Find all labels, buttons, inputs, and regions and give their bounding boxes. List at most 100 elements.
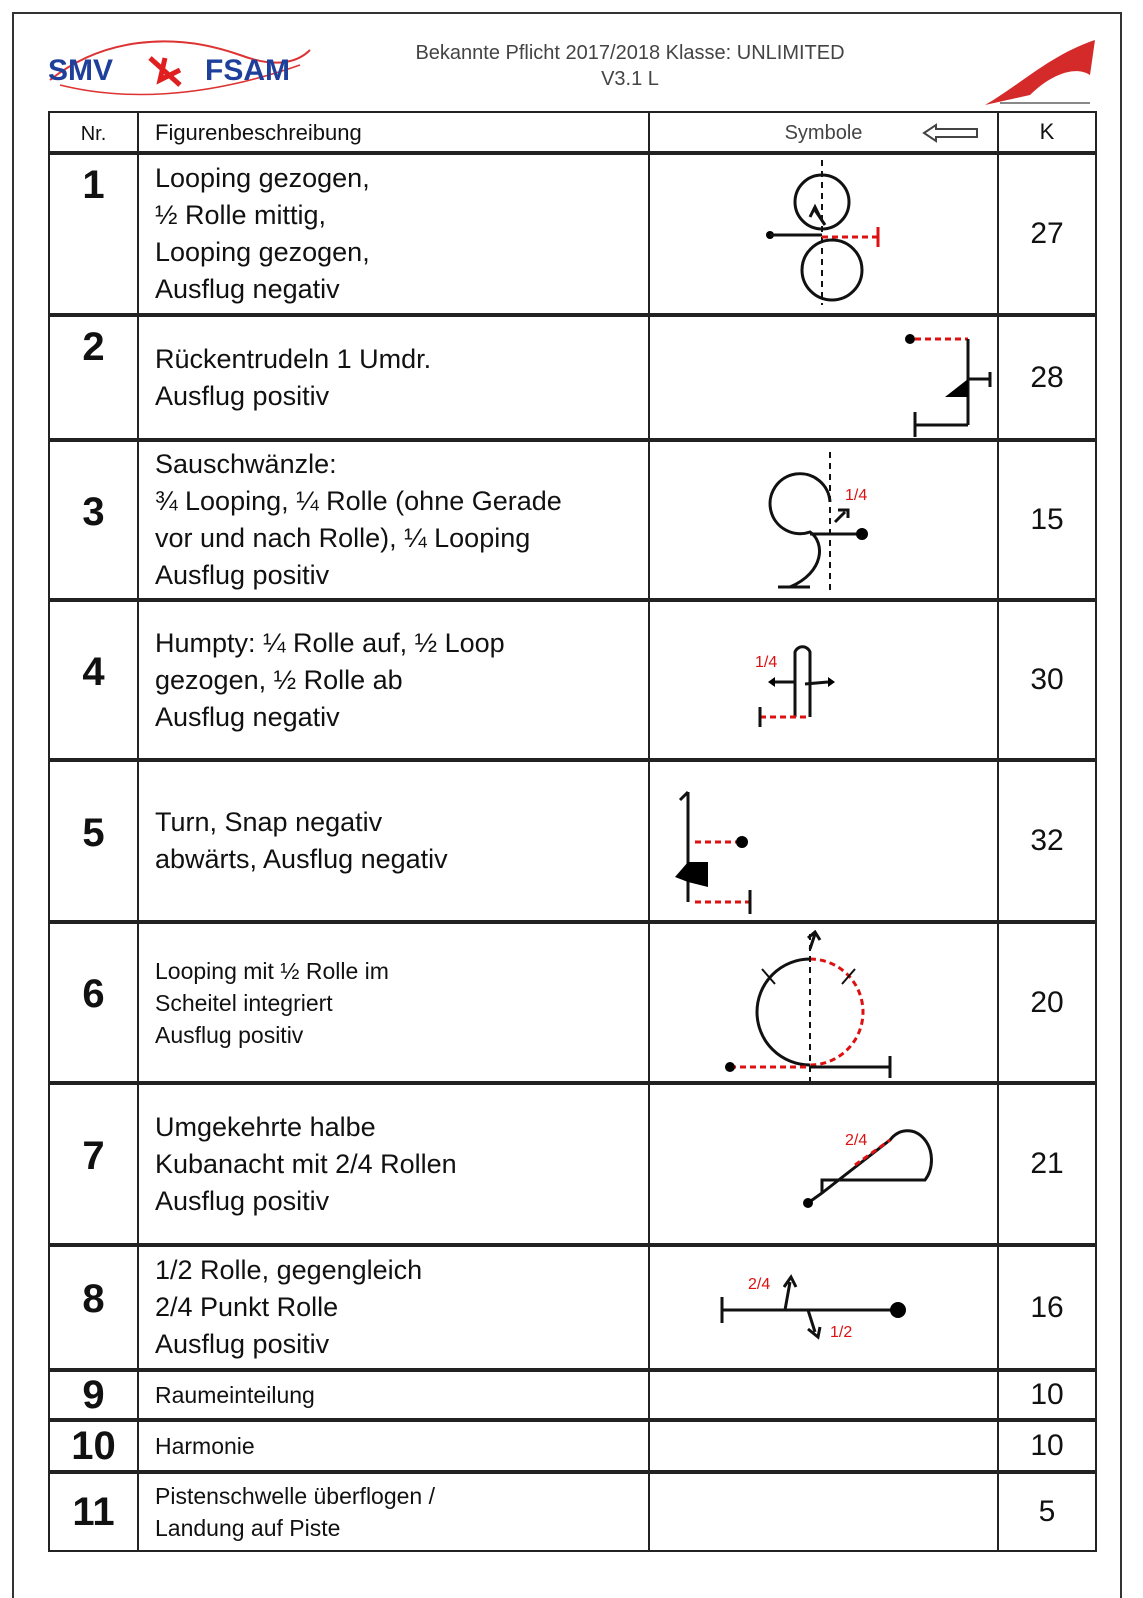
- description-line: Looping mit ½ Rolle im: [155, 957, 389, 984]
- k-factor: 32: [1030, 824, 1064, 857]
- description-line: abwärts, Ausflug negativ: [155, 844, 448, 874]
- figure-symbol: [650, 1422, 999, 1470]
- description-line: Looping gezogen,: [155, 237, 370, 267]
- figure-row: 11 Pistenschwelle überflogen / Landung auf…: [48, 1472, 1097, 1552]
- doc-version: V3.1 L: [601, 68, 659, 90]
- k-factor: 21: [1030, 1147, 1064, 1180]
- figure-symbol: [650, 1474, 999, 1550]
- figure-number: 1: [50, 155, 139, 313]
- figure-number: 2: [50, 317, 139, 438]
- aerobatic-figure: 2/4 1/2: [720, 1274, 906, 1341]
- figure-number: 7: [50, 1085, 139, 1243]
- k-factor: 27: [1030, 217, 1064, 250]
- figure-description: Umgekehrte halbe Kubanacht mit 2/4 Rollen…: [139, 1085, 650, 1243]
- description-line: Sauschwänzle:: [155, 449, 337, 479]
- description-line: Ausflug positiv: [155, 1329, 330, 1359]
- description-line: Turn, Snap negativ: [155, 807, 383, 837]
- symbol-label: 1/4: [845, 487, 867, 504]
- description-line: Ausflug negativ: [155, 701, 340, 732]
- figure-row: 2 Rückentrudeln 1 Umdr. Ausflug positiv 28: [48, 315, 1097, 440]
- figure-symbol: [650, 317, 999, 438]
- figure-description: Humpty: ¼ Rolle auf, ½ Loop gezogen, ½ Ro…: [139, 602, 650, 758]
- figure-description: Rückentrudeln 1 Umdr. Ausflug positiv: [139, 317, 650, 438]
- figure-symbol: [650, 762, 999, 920]
- description-line: Humpty: ¼ Rolle auf, ½ Loop: [155, 627, 505, 658]
- k-factor: 20: [1030, 985, 1064, 1019]
- column-header: K: [999, 113, 1095, 151]
- description-line: Ausflug positiv: [155, 560, 330, 590]
- figure-description: Turn, Snap negativ abwärts, Ausflug negat…: [139, 762, 650, 920]
- aerobatic-figure: [905, 334, 992, 437]
- figure-number: 10: [50, 1422, 139, 1470]
- logo-fsam: FSAM: [205, 54, 290, 87]
- column-header-text: Symbole: [784, 122, 863, 144]
- figure-description: 1/2 Rolle, gegengleich 2/4 Punkt Rolle Aus…: [139, 1247, 650, 1368]
- description-line: Rückentrudeln 1 Umdr.: [155, 343, 432, 374]
- description-line: ¾ Looping, ¼ Rolle (ohne Gerade: [155, 486, 562, 516]
- description-line: Ausflug positiv: [155, 1021, 304, 1048]
- k-factor: 10: [1030, 1378, 1064, 1411]
- aerobatic-figure: [725, 929, 892, 1084]
- k-factor: 10: [1030, 1429, 1064, 1462]
- description-line: Kubanacht mit 2/4 Rollen: [155, 1148, 457, 1179]
- symbol-label: 1/2: [830, 1324, 852, 1341]
- figure-number: 11: [50, 1474, 139, 1550]
- description-line: gezogen, ½ Rolle ab: [155, 664, 403, 695]
- figure-number: 8: [50, 1247, 139, 1368]
- figure-row: 3 Sauschwänzle: ¾ Looping, ¼ Rolle (ohne G…: [48, 440, 1097, 600]
- figure-description: Looping gezogen, ½ Rolle mittig, Looping g…: [139, 155, 650, 313]
- column-header-text: K: [1039, 119, 1055, 144]
- figure-symbol: [650, 924, 999, 1084]
- figure-number: 3: [50, 442, 139, 598]
- figure-number: 4: [50, 602, 139, 758]
- description-line: ½ Rolle mittig,: [155, 200, 327, 230]
- k-factor: 5: [1038, 1495, 1056, 1528]
- figure-symbol: 1/4: [650, 602, 999, 758]
- figure-number: 9: [50, 1372, 139, 1418]
- description-line: 2/4 Punkt Rolle: [155, 1292, 339, 1322]
- aerobatic-figure: [675, 790, 752, 914]
- figure-number: 6: [50, 924, 139, 1081]
- figure-symbol: [650, 1372, 999, 1418]
- aerobatic-figure: 2/4: [803, 1129, 933, 1208]
- direction-arrow: [922, 123, 978, 143]
- figure-number: 5: [50, 762, 139, 920]
- description-line: Raumeinteilung: [155, 1382, 315, 1408]
- k-factor: 30: [1030, 663, 1064, 696]
- logo-smv: SMV: [48, 54, 113, 87]
- k-factor: 28: [1030, 360, 1064, 394]
- column-header: Figurenbeschreibung: [139, 113, 650, 151]
- description-line: Landung auf Piste: [155, 1515, 341, 1541]
- k-factor: 16: [1030, 1290, 1064, 1324]
- description-line: Pistenschwelle überflogen /: [155, 1483, 435, 1509]
- column-header-text: Figurenbeschreibung: [155, 119, 362, 145]
- aerobatic-figure: 1/4: [768, 452, 868, 590]
- figure-description: Raumeinteilung: [139, 1372, 650, 1418]
- header-row: Nr. Figurenbeschreibung Symbole K: [48, 111, 1097, 153]
- figure-description: Sauschwänzle: ¾ Looping, ¼ Rolle (ohne Ge…: [139, 442, 650, 598]
- column-header-text: Nr.: [80, 123, 107, 145]
- symbol-label: 2/4: [748, 1276, 770, 1293]
- symbol-label: 1/4: [755, 654, 777, 671]
- k-factor: 15: [1030, 503, 1064, 536]
- page-border: [12, 12, 1122, 1598]
- aerobatic-figure: 1/4: [755, 645, 835, 727]
- column-header: Nr.: [50, 113, 139, 151]
- description-line: vor und nach Rolle), ¼ Looping: [155, 523, 531, 553]
- figure-symbol: 1/4: [650, 442, 999, 598]
- header-text: Bekannte Pflicht 2017/2018 Klasse: UNLIM…: [320, 40, 940, 92]
- figure-description: Harmonie: [139, 1422, 650, 1470]
- doc-title: Bekannte Pflicht 2017/2018 Klasse: UNLIM…: [415, 42, 845, 64]
- figure-symbol: [650, 155, 999, 313]
- logo-left: SMV FSAM: [48, 40, 311, 96]
- figure-description: Pistenschwelle überflogen / Landung auf P…: [139, 1474, 650, 1550]
- figure-row: 7 Umgekehrte halbe Kubanacht mit 2/4 Rolle…: [48, 1083, 1097, 1245]
- figure-row: 10 Harmonie 10: [48, 1420, 1097, 1472]
- figure-description: Looping mit ½ Rolle im Scheitel integrier…: [139, 924, 650, 1081]
- figure-symbol: 2/4: [650, 1085, 999, 1243]
- figure-row: 5 Turn, Snap negativ abwärts, Ausflug nega…: [48, 760, 1097, 922]
- symbol-label: 2/4: [845, 1132, 867, 1149]
- logo-right: [985, 40, 1095, 105]
- description-line: Ausflug positiv: [155, 1185, 330, 1216]
